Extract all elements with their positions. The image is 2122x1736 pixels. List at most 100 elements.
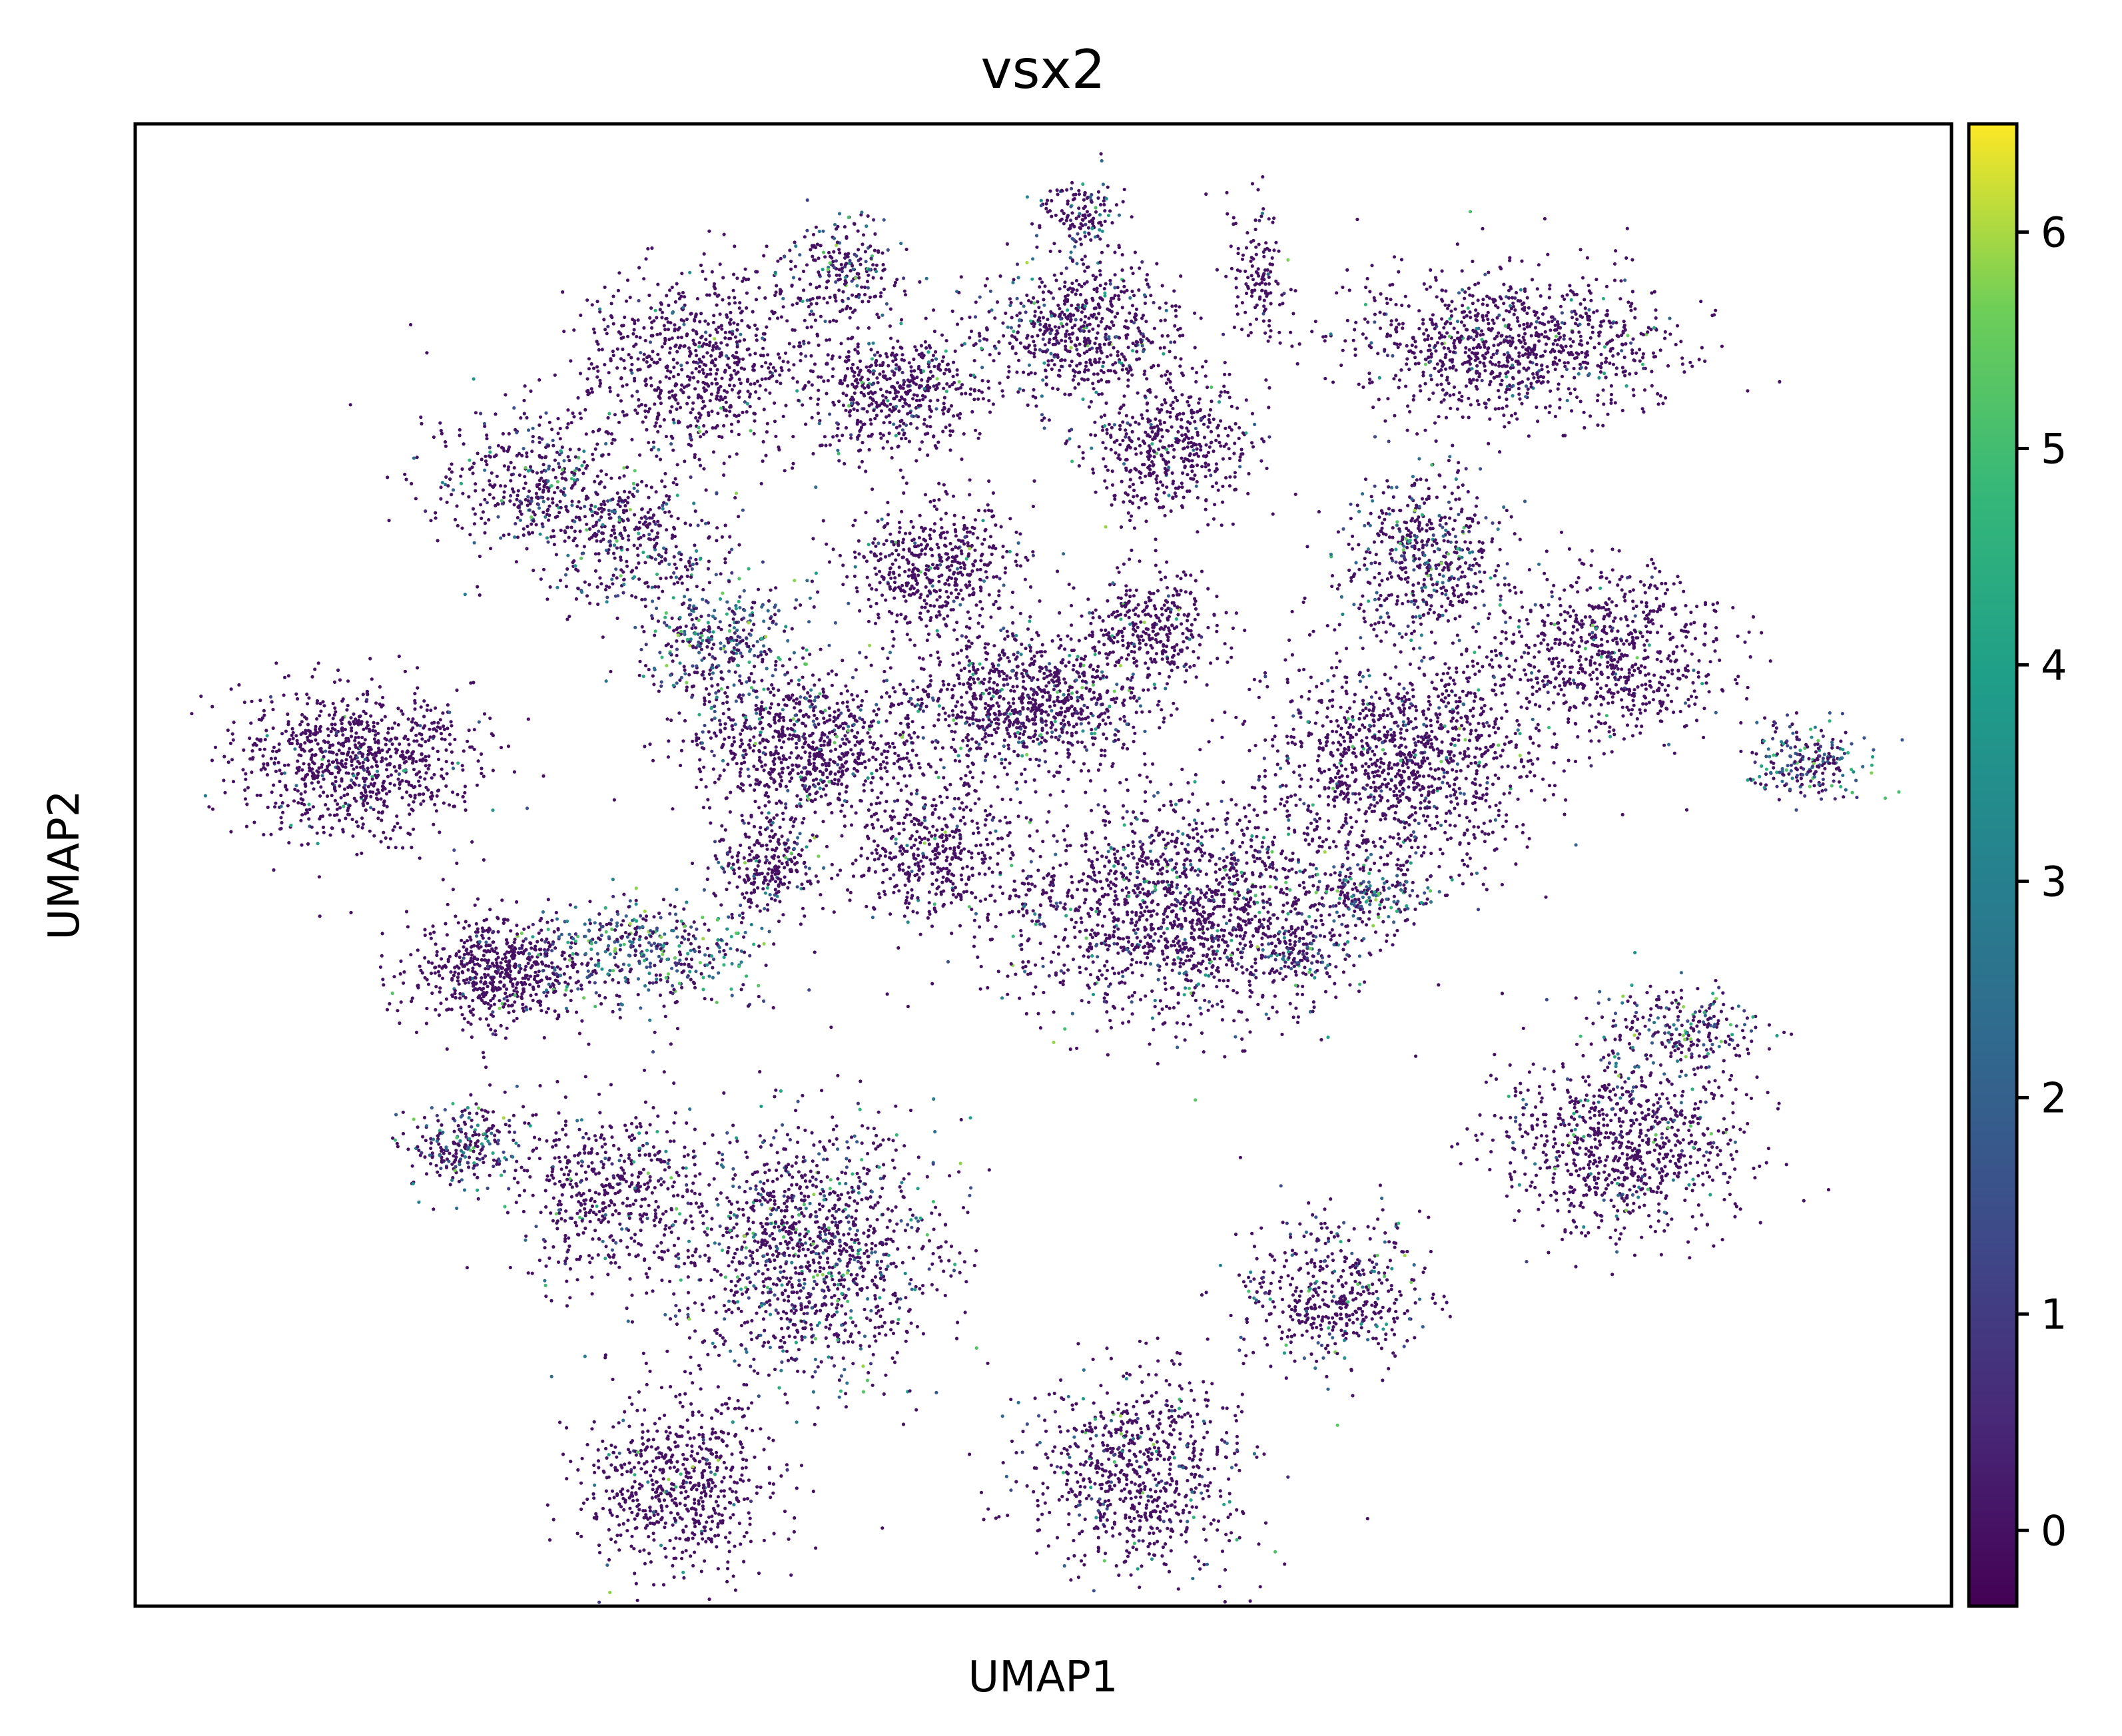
data-point xyxy=(362,798,366,803)
data-point xyxy=(482,858,486,862)
data-point xyxy=(739,843,743,847)
data-point xyxy=(461,964,465,968)
data-point xyxy=(634,1582,638,1586)
data-point xyxy=(430,1106,434,1110)
data-point xyxy=(903,1271,907,1275)
data-point xyxy=(896,1317,900,1322)
data-point xyxy=(672,1465,677,1469)
data-point xyxy=(617,1523,621,1527)
data-point xyxy=(715,1000,719,1004)
data-point xyxy=(873,1326,877,1330)
data-point xyxy=(632,1466,637,1470)
data-point xyxy=(761,1225,765,1229)
data-point xyxy=(779,1241,783,1246)
data-point xyxy=(855,1140,859,1144)
data-point xyxy=(709,1494,713,1498)
data-point xyxy=(691,1181,695,1185)
data-point xyxy=(597,1466,601,1470)
data-point xyxy=(353,782,357,787)
data-point xyxy=(763,861,767,865)
data-point xyxy=(539,916,543,920)
data-point xyxy=(877,1309,881,1313)
data-point xyxy=(697,1522,701,1526)
data-point xyxy=(650,1478,654,1482)
data-point xyxy=(761,1195,765,1199)
data-point xyxy=(855,1171,859,1175)
data-point xyxy=(482,949,486,953)
data-point xyxy=(741,892,745,896)
data-point xyxy=(472,980,476,984)
data-point xyxy=(559,974,563,978)
data-point xyxy=(353,743,357,747)
data-point xyxy=(702,1525,706,1529)
data-point xyxy=(686,952,690,956)
data-point xyxy=(525,806,530,810)
data-point xyxy=(289,823,293,827)
data-point xyxy=(465,948,469,952)
data-point xyxy=(520,995,524,999)
data-point xyxy=(440,1159,444,1163)
data-point xyxy=(731,1184,735,1188)
data-point xyxy=(213,745,218,749)
data-point xyxy=(654,980,658,984)
data-point xyxy=(854,1282,858,1286)
data-point xyxy=(392,975,396,979)
data-point xyxy=(711,1430,715,1435)
data-point xyxy=(617,1159,621,1163)
data-point xyxy=(715,1466,719,1470)
data-point xyxy=(295,738,299,742)
data-point xyxy=(476,1188,480,1192)
data-point xyxy=(334,710,338,714)
data-point xyxy=(544,988,549,992)
data-point xyxy=(458,955,462,960)
data-point xyxy=(674,1394,678,1398)
data-point xyxy=(491,768,496,772)
data-point xyxy=(716,1504,720,1508)
data-point xyxy=(787,1537,791,1541)
data-point xyxy=(619,1177,623,1181)
data-point xyxy=(467,1116,471,1120)
data-point xyxy=(838,1197,842,1201)
data-point xyxy=(643,1408,647,1412)
data-point xyxy=(627,1396,631,1400)
data-point xyxy=(813,950,817,954)
data-point xyxy=(701,1474,705,1478)
data-point xyxy=(330,826,334,830)
data-point xyxy=(417,792,421,796)
data-point xyxy=(749,1364,753,1368)
data-point xyxy=(438,990,442,994)
data-point xyxy=(703,1489,707,1494)
data-point xyxy=(466,1020,470,1024)
data-point xyxy=(813,1269,817,1273)
data-point xyxy=(747,877,751,881)
data-point xyxy=(867,1229,871,1233)
data-point xyxy=(440,1149,444,1153)
data-point xyxy=(875,1263,879,1267)
data-point xyxy=(737,875,741,879)
data-point xyxy=(331,717,335,721)
data-point xyxy=(811,1242,815,1246)
data-point xyxy=(626,1448,631,1452)
data-point xyxy=(914,1408,918,1412)
data-point xyxy=(563,1119,568,1123)
data-point xyxy=(357,783,361,787)
data-point xyxy=(568,976,572,980)
data-point xyxy=(333,706,337,710)
data-point xyxy=(675,1434,680,1438)
data-point xyxy=(577,1233,581,1237)
data-point xyxy=(278,768,282,772)
data-point xyxy=(691,1155,695,1159)
data-point xyxy=(569,998,573,1002)
data-point xyxy=(507,950,511,954)
data-point xyxy=(374,740,378,744)
data-point xyxy=(265,773,269,777)
data-point xyxy=(394,846,398,850)
data-point xyxy=(476,759,480,763)
data-point xyxy=(797,1283,801,1287)
data-point xyxy=(616,1190,620,1195)
data-point xyxy=(651,1289,655,1293)
data-point xyxy=(472,681,476,685)
data-point xyxy=(642,1548,646,1552)
data-point xyxy=(795,1155,799,1159)
data-point xyxy=(471,998,475,1003)
